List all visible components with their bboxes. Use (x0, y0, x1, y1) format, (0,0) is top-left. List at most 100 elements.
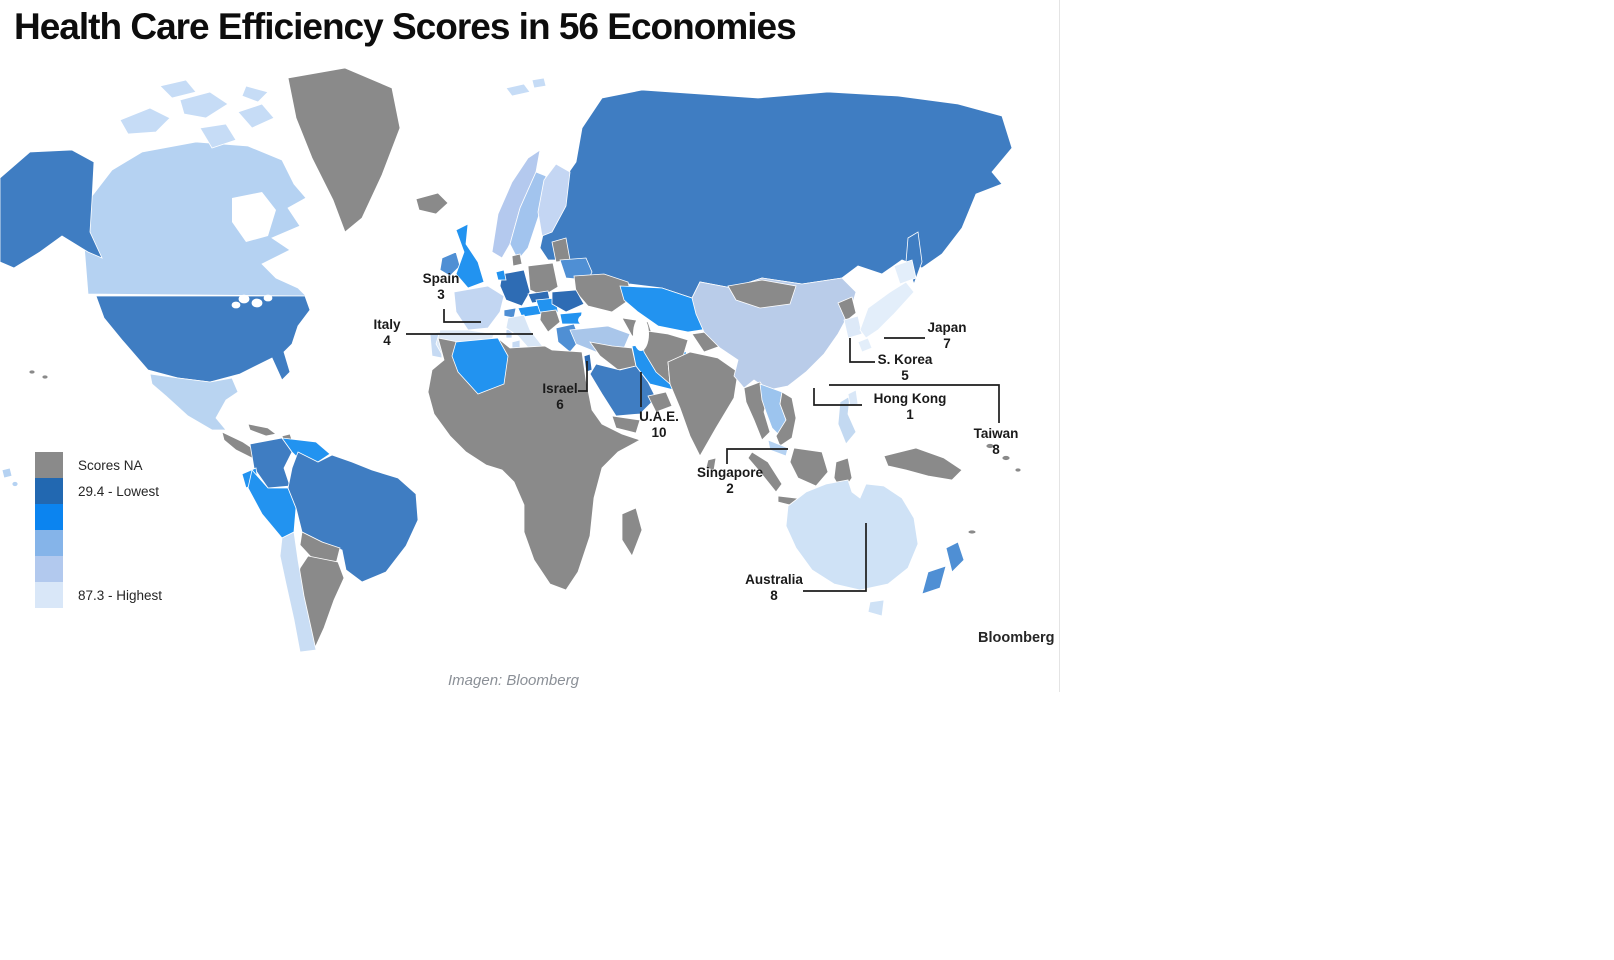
country-denmark (511, 253, 523, 267)
country-label: Hong Kong (873, 391, 947, 406)
country-china (691, 277, 857, 391)
country-alaska (0, 149, 103, 269)
country-label: U.A.E. (639, 409, 679, 424)
country-mongolia (727, 279, 797, 309)
great-lakes (231, 294, 273, 309)
legend-item: 87.3 - Highest (35, 582, 162, 608)
legend-item: Scores NA (35, 452, 162, 478)
legend-label: 87.3 - Highest (78, 587, 163, 603)
country-usa (95, 295, 311, 383)
country-malaysia (767, 439, 789, 457)
leader-line (726, 448, 788, 464)
legend-swatch (35, 530, 63, 556)
aleutian-islands (28, 369, 49, 380)
country-new-zealand (921, 541, 965, 595)
country-india (667, 351, 739, 457)
country-label: Spain (422, 271, 460, 286)
country-mexico (149, 373, 239, 431)
country-yemen (611, 415, 641, 434)
leader-lines (406, 309, 1000, 592)
country-brazil (287, 451, 419, 583)
country-annotation-u-a-e-: U.A.E. 10 (639, 409, 679, 441)
country-greenland (287, 67, 401, 233)
country-algeria (451, 337, 509, 395)
country-annotation-taiwan: Taiwan 8 (974, 426, 1019, 458)
country-north-korea (837, 296, 857, 322)
legend-label: Scores NA (78, 457, 143, 473)
legend-swatch (35, 504, 63, 530)
country-rank: 5 (901, 368, 909, 383)
country-uk (455, 223, 485, 289)
country-oman-uae (647, 391, 673, 413)
leader-line (803, 523, 867, 592)
content-divider (1059, 0, 1060, 692)
region-africa (427, 337, 641, 591)
country-label: S. Korea (877, 352, 933, 367)
country-label: Japan (927, 320, 967, 335)
country-rank: 10 (651, 425, 667, 440)
country-annotation-spain: Spain 3 (423, 271, 460, 303)
country-annotation-s-korea: S. Korea 5 (878, 352, 933, 384)
country-france (453, 285, 505, 331)
legend-item (35, 530, 162, 556)
pacific-islands (967, 443, 1022, 535)
caspian-sea (633, 317, 649, 351)
legend-swatch (35, 452, 63, 478)
legend-item: 29.4 - Lowest (35, 478, 162, 504)
leader-line (829, 384, 1000, 423)
country-annotation-japan: Japan 7 (927, 320, 966, 352)
hudson-bay (232, 192, 276, 242)
country-annotation-australia: Australia 8 (745, 572, 803, 604)
country-canada (83, 141, 307, 297)
leader-line (813, 388, 862, 406)
country-romania (551, 289, 585, 313)
country-annotation-hong-kong: Hong Kong 1 (874, 391, 947, 423)
svalbard-islands (505, 77, 547, 97)
black-sea (578, 311, 622, 329)
legend-items: Scores NA 29.4 - Lowest 87.3 - Highest (35, 452, 162, 608)
country-taiwan (847, 389, 859, 407)
country-rank: 6 (556, 397, 564, 412)
country-rank: 8 (992, 442, 1000, 457)
legend-item (35, 556, 162, 582)
region-balkans (539, 309, 561, 333)
country-annotation-israel: Israel 6 (542, 381, 577, 413)
country-norway (491, 149, 541, 259)
legend-swatch (35, 582, 63, 608)
island-tasmania (867, 599, 885, 617)
source-credit: Bloomberg (978, 630, 1055, 646)
country-australia (785, 479, 919, 591)
country-label: Australia (745, 572, 803, 587)
country-israel (583, 353, 593, 373)
legend-swatch (35, 478, 63, 504)
country-rank: 3 (437, 287, 445, 302)
world-map (0, 67, 1022, 653)
country-rank: 1 (906, 407, 914, 422)
legend-item (35, 504, 162, 530)
legend: Scores NA 29.4 - Lowest 87.3 - Highest (35, 452, 162, 608)
country-label: Taiwan (973, 426, 1019, 441)
country-netherlands (495, 269, 507, 281)
country-new-guinea (883, 447, 963, 481)
country-south-korea (843, 315, 863, 339)
country-rank: 4 (383, 333, 391, 348)
leader-line (849, 338, 875, 363)
country-annotation-singapore: Singapore 2 (697, 465, 763, 497)
country-russia (539, 89, 1013, 299)
leader-line (443, 309, 481, 323)
legend-label: 29.4 - Lowest (78, 483, 160, 499)
country-iceland (415, 192, 449, 215)
country-sri-lanka (705, 457, 717, 471)
country-saudi-arabia (589, 363, 657, 417)
page-title: Health Care Efficiency Scores in 56 Econ… (14, 6, 797, 47)
country-label: Israel (542, 381, 578, 396)
country-japan (857, 259, 917, 353)
country-poland (527, 262, 559, 297)
country-label: Italy (373, 317, 401, 332)
hawaii-islands (1, 467, 19, 487)
country-finland (537, 163, 571, 237)
country-rank: 7 (943, 336, 951, 351)
country-rank: 2 (726, 481, 734, 496)
leader-line (578, 361, 588, 392)
